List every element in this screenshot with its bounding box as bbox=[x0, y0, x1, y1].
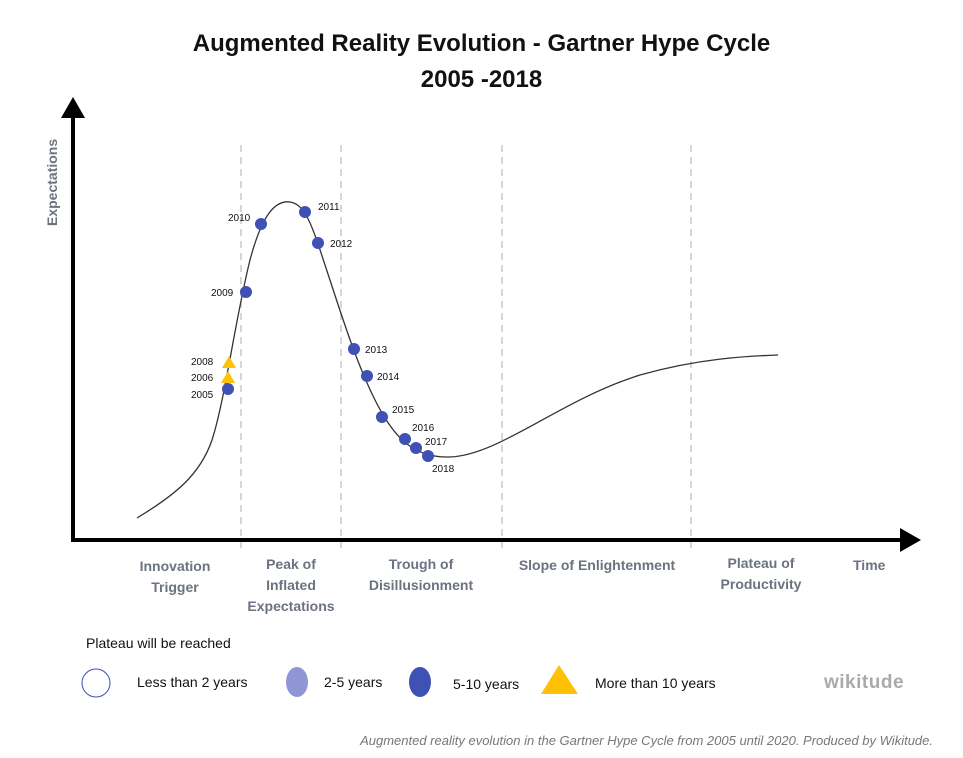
year-label: 2017 bbox=[425, 437, 448, 448]
point-2012 bbox=[312, 237, 324, 249]
year-label: 2011 bbox=[318, 202, 340, 213]
phase-label-line: Productivity bbox=[721, 576, 802, 592]
legend-title: Plateau will be reached bbox=[86, 635, 231, 651]
phase-plateau: Plateau of bbox=[728, 555, 795, 571]
phase-peak: Peak of bbox=[266, 556, 316, 572]
x-axis-arrow-icon bbox=[900, 528, 921, 552]
hype-curve bbox=[136, 201, 779, 519]
year-label: 2008 bbox=[191, 357, 214, 368]
year-label: 2015 bbox=[392, 405, 415, 416]
point-2015 bbox=[376, 411, 388, 423]
legend-label: Less than 2 years bbox=[137, 674, 248, 690]
legend-marker-more-10 bbox=[541, 665, 578, 694]
title-line-1: Augmented Reality Evolution - Gartner Hy… bbox=[192, 30, 771, 57]
year-label: 2012 bbox=[330, 239, 353, 250]
legend-label: 2-5 years bbox=[324, 674, 383, 690]
wikitude-logo: wikitude bbox=[824, 672, 905, 693]
legend-marker-2-5 bbox=[286, 667, 308, 697]
year-label: 2018 bbox=[432, 464, 455, 475]
year-label: 2010 bbox=[228, 213, 251, 224]
title-line-2: 2005 -2018 bbox=[420, 66, 543, 93]
phase-dividers bbox=[240, 145, 692, 552]
point-2018 bbox=[422, 450, 434, 462]
point-2017 bbox=[410, 442, 422, 454]
caption: Augmented reality evolution in the Gartn… bbox=[360, 733, 933, 748]
year-label: 2013 bbox=[365, 345, 388, 356]
y-axis-arrow-icon bbox=[61, 97, 85, 118]
phase-innovation-trigger: Innovation bbox=[140, 558, 211, 574]
point-2005 bbox=[222, 383, 234, 395]
phase-label-line: Disillusionment bbox=[369, 577, 474, 593]
point-2010 bbox=[255, 218, 267, 230]
year-label: 2016 bbox=[412, 423, 435, 434]
point-2011 bbox=[299, 206, 311, 218]
legend-label: 5-10 years bbox=[453, 676, 520, 692]
year-label: 2009 bbox=[211, 288, 234, 299]
phase-label-line: Expectations bbox=[247, 598, 334, 614]
point-2016 bbox=[399, 433, 411, 445]
point-2013 bbox=[348, 343, 360, 355]
year-label: 2005 bbox=[191, 390, 214, 401]
y-axis-label: Expectations bbox=[44, 139, 60, 226]
x-axis-label: Time bbox=[853, 557, 886, 573]
year-label: 2006 bbox=[191, 373, 214, 384]
point-2014 bbox=[361, 370, 373, 382]
point-2009 bbox=[240, 286, 252, 298]
phase-label-line: Trigger bbox=[151, 579, 199, 595]
phase-label-line: Inflated bbox=[266, 577, 316, 593]
point-2006-triangle bbox=[221, 371, 235, 383]
phase-trough: Trough of bbox=[389, 556, 454, 572]
year-label: 2014 bbox=[377, 372, 400, 383]
phase-slope: Slope of Enlightenment bbox=[519, 557, 676, 573]
legend-marker-less-2 bbox=[81, 668, 111, 698]
legend-label: More than 10 years bbox=[595, 675, 716, 691]
point-2008-triangle bbox=[222, 356, 236, 368]
legend-marker-5-10 bbox=[409, 667, 431, 697]
